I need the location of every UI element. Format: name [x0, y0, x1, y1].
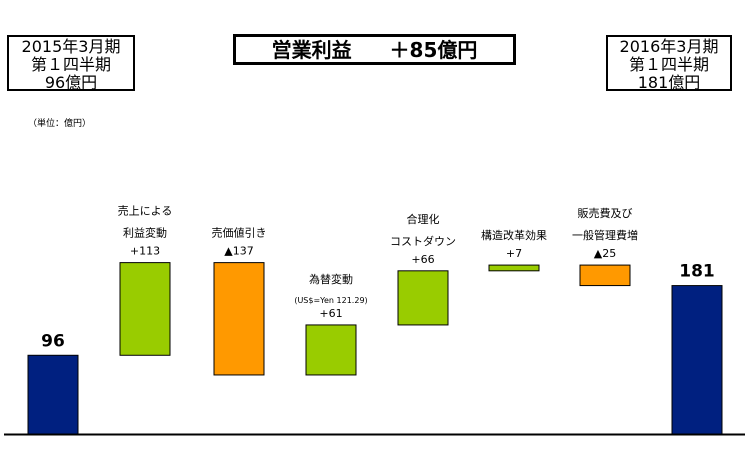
increase-bar: [305, 324, 357, 376]
chart-title-main: 営業利益: [271, 38, 352, 62]
step-value-label: +113: [130, 245, 160, 258]
total-bar: [27, 354, 79, 435]
step-value-label: ▲137: [224, 245, 253, 258]
prior-period-value: 96億円: [44, 73, 98, 92]
current-period-quarter: 第１四半期: [628, 55, 709, 74]
step-category-label: 利益変動: [123, 226, 167, 240]
increase-bar: [119, 262, 171, 356]
current-period-year: 2016年3月期: [619, 37, 719, 56]
prior-period-year: 2015年3月期: [21, 37, 121, 56]
prior-period-box: 2015年3月期 第１四半期 96億円: [7, 35, 135, 92]
unit-note: （単位：億円）: [28, 119, 92, 129]
step-category-label: 売上による: [118, 205, 173, 218]
step-category-label: 販売費及び: [578, 206, 633, 220]
current-period-value: 181億円: [637, 73, 701, 92]
total-bar: [671, 285, 723, 435]
increase-bar: [488, 264, 540, 272]
step-category-label: 一般管理費増: [572, 228, 638, 242]
step-sub-label: (US$=Yen 121.29): [294, 296, 367, 305]
increase-bar: [397, 270, 449, 326]
prior-period-quarter: 第１四半期: [30, 55, 111, 74]
decrease-bar: [213, 262, 265, 376]
decrease-bar: [579, 264, 631, 287]
chart-title-change: ＋85億円: [389, 38, 478, 62]
step-category-label: 為替変動: [309, 272, 353, 286]
step-value-label: +7: [506, 247, 522, 260]
total-value-label: 96: [41, 331, 65, 351]
step-value-label: +66: [411, 253, 434, 266]
step-category-label: 構造改革効果: [481, 228, 547, 242]
step-category-label: コストダウン: [390, 234, 456, 248]
current-period-box: 2016年3月期 第１四半期 181億円: [606, 35, 732, 92]
step-category-label: 売価値引き: [212, 226, 267, 240]
chart-title: 営業利益 ＋85億円: [233, 34, 516, 65]
step-value-label: ▲25: [594, 247, 616, 260]
total-value-label: 181: [679, 262, 715, 282]
step-value-label: +61: [319, 307, 342, 320]
step-category-label: 合理化: [407, 212, 440, 226]
